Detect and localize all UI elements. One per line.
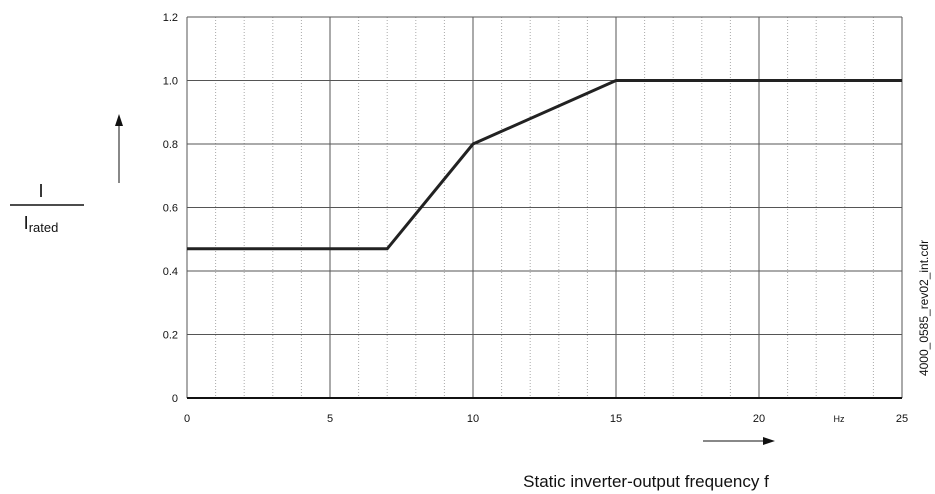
major-grid — [186, 16, 903, 399]
y-tick-labels: 0 0.2 0.4 0.6 0.8 1.0 1.2 — [163, 12, 178, 405]
y-label-denominator: Irated — [24, 213, 59, 235]
x-direction-arrow — [703, 437, 775, 445]
x-tick-label: 0 — [184, 413, 190, 425]
y-tick-label: 1.0 — [163, 76, 178, 88]
file-name-label: 4000_0585_rev02_int.cdr — [917, 240, 931, 376]
y-tick-label: 0.2 — [163, 330, 178, 342]
y-tick-label: 0.6 — [163, 203, 178, 215]
x-tick-label: 10 — [467, 413, 479, 425]
y-label-numerator: I — [38, 181, 43, 201]
y-tick-label: 1.2 — [163, 12, 178, 24]
x-unit-label: Hz — [834, 414, 845, 424]
y-direction-arrow — [115, 114, 123, 183]
x-tick-label: 15 — [610, 413, 622, 425]
y-tick-label: 0.8 — [163, 139, 178, 151]
series-line — [187, 79, 902, 251]
x-tick-label: 20 — [753, 413, 765, 425]
x-axis-label: Static inverter-output frequency f — [523, 472, 769, 491]
x-tick-label: 25 — [896, 413, 908, 425]
x-tick-label: 5 — [327, 413, 333, 425]
y-tick-label: 0.4 — [163, 266, 178, 278]
x-tick-labels: 0 5 10 15 20 25 — [184, 413, 908, 425]
y-tick-label: 0 — [172, 393, 178, 405]
